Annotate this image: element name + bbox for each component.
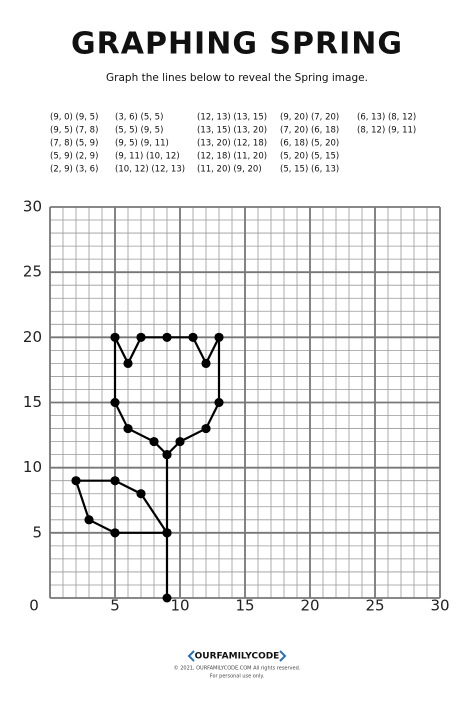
segment bbox=[205, 336, 220, 364]
segment-label: (6, 13) (8, 12) bbox=[357, 113, 416, 123]
point bbox=[84, 515, 94, 525]
segment-label: (7, 20) (6, 18) bbox=[280, 126, 339, 136]
segment-label: (11, 20) (9, 20) bbox=[197, 165, 262, 175]
y-tick-label: 10 bbox=[23, 458, 42, 476]
point bbox=[201, 424, 211, 434]
subtitle: Graph the lines below to reveal the Spri… bbox=[106, 72, 368, 84]
y-tick-label: 5 bbox=[32, 523, 42, 541]
segment bbox=[127, 427, 155, 443]
segment-label: (6, 18) (5, 20) bbox=[280, 139, 339, 149]
note: For personal use only. bbox=[210, 674, 265, 680]
segment-label: (5, 15) (6, 13) bbox=[280, 165, 339, 175]
x-tick-label: 25 bbox=[365, 597, 384, 615]
segment bbox=[114, 336, 129, 364]
segment bbox=[192, 336, 207, 364]
x-tick-label: 5 bbox=[110, 597, 120, 615]
point bbox=[136, 489, 146, 499]
point bbox=[201, 358, 211, 368]
segment-label: (9, 0) (9, 5) bbox=[50, 113, 98, 123]
y-tick-label: 15 bbox=[23, 393, 42, 411]
drawing bbox=[71, 332, 224, 603]
y-tick-label: 20 bbox=[23, 328, 42, 346]
point bbox=[188, 332, 198, 342]
x-tick-label: 0 bbox=[29, 597, 39, 615]
segment-label: (2, 9) (3, 6) bbox=[50, 165, 98, 175]
segment bbox=[127, 336, 142, 364]
point bbox=[149, 437, 159, 447]
segment-label: (9, 5) (7, 8) bbox=[50, 126, 98, 136]
segment-label: (9, 11) (10, 12) bbox=[115, 152, 180, 162]
segment-label: (5, 5) (9, 5) bbox=[115, 126, 163, 136]
point bbox=[214, 332, 224, 342]
point bbox=[162, 332, 172, 342]
point bbox=[162, 450, 172, 460]
segment bbox=[205, 402, 220, 430]
segment-label: (8, 12) (9, 11) bbox=[357, 126, 416, 136]
point bbox=[162, 528, 172, 538]
copyright: © 2021, OURFAMILYCODE.COM All rights res… bbox=[174, 665, 301, 672]
segment-label: (12, 13) (13, 15) bbox=[197, 113, 267, 123]
segment bbox=[114, 402, 129, 430]
point bbox=[123, 424, 133, 434]
x-tick-label: 10 bbox=[170, 597, 189, 615]
logo-bracket bbox=[187, 650, 195, 662]
segment-label: (5, 20) (5, 15) bbox=[280, 152, 339, 162]
segment bbox=[179, 427, 207, 443]
title: GRAPHING SPRING bbox=[71, 27, 403, 62]
segment-label: (5, 9) (2, 9) bbox=[50, 152, 98, 162]
segment bbox=[140, 493, 168, 534]
segment-label: (9, 5) (9, 11) bbox=[115, 139, 169, 149]
point bbox=[175, 437, 185, 447]
logo: OURFAMILYCODE bbox=[187, 650, 287, 662]
point bbox=[110, 528, 120, 538]
point bbox=[110, 332, 120, 342]
point bbox=[110, 476, 120, 486]
y-tick-label: 25 bbox=[23, 263, 42, 281]
point bbox=[162, 593, 172, 603]
logo-text: OURFAMILYCODE bbox=[195, 652, 280, 662]
segment-label: (13, 20) (12, 18) bbox=[197, 139, 267, 149]
logo-bracket bbox=[279, 650, 287, 662]
segment-label: (3, 6) (5, 5) bbox=[115, 113, 163, 123]
segment-label: (10, 12) (12, 13) bbox=[115, 165, 185, 175]
segment bbox=[114, 479, 142, 495]
point bbox=[110, 398, 120, 407]
segment-label: (13, 15) (13, 20) bbox=[197, 126, 267, 136]
point bbox=[123, 358, 133, 368]
point bbox=[136, 332, 146, 342]
segment-label: (7, 8) (5, 9) bbox=[50, 139, 98, 149]
segment-label: (9, 20) (7, 20) bbox=[280, 113, 339, 123]
point bbox=[71, 476, 81, 486]
point bbox=[214, 398, 224, 407]
graph: 0 5 10 15 20 25 30 5 10 15 20 25 30 bbox=[23, 198, 450, 615]
y-tick-label: 30 bbox=[23, 198, 42, 216]
x-tick-label: 15 bbox=[235, 597, 254, 615]
x-tick-label: 20 bbox=[300, 597, 319, 615]
segment bbox=[88, 518, 116, 534]
segment-label: (12, 18) (11, 20) bbox=[197, 152, 267, 162]
segment bbox=[74, 480, 91, 521]
x-tick-label: 30 bbox=[430, 597, 449, 615]
